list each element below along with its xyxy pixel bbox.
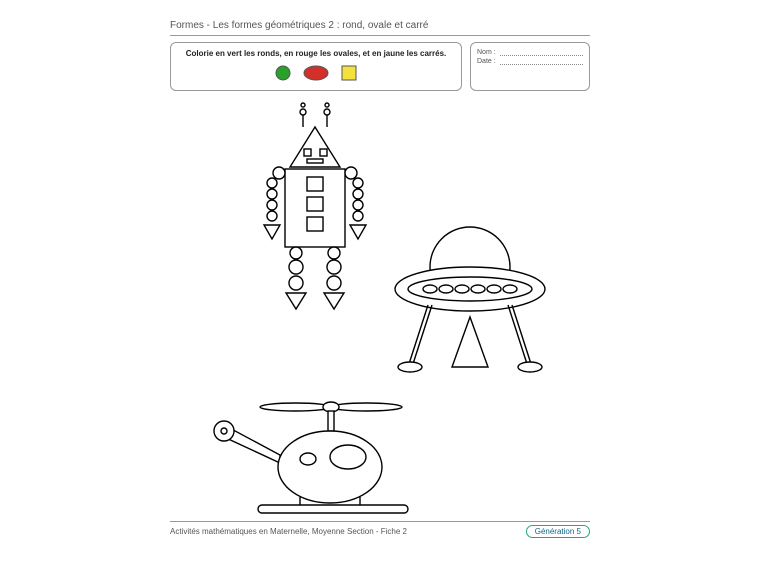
name-field[interactable]	[500, 49, 583, 56]
drawing-area	[170, 97, 590, 517]
page-title: Formes - Les formes géométriques 2 : ron…	[170, 20, 590, 36]
legend	[179, 64, 453, 82]
figures-canvas	[170, 97, 590, 517]
legend-oval-icon	[302, 64, 330, 82]
footer: Activités mathématiques en Maternelle, M…	[170, 521, 590, 538]
legend-square-icon	[340, 64, 358, 82]
name-label: Nom :	[477, 49, 496, 56]
meta-box: Nom : Date :	[470, 42, 590, 91]
footer-text: Activités mathématiques en Maternelle, M…	[170, 527, 407, 536]
instruction-box: Colorie en vert les ronds, en rouge les …	[170, 42, 462, 91]
brand-badge: Génération 5	[526, 525, 590, 538]
header: Colorie en vert les ronds, en rouge les …	[170, 42, 590, 91]
instruction-text: Colorie en vert les ronds, en rouge les …	[179, 49, 453, 58]
date-label: Date :	[477, 58, 496, 65]
date-field[interactable]	[500, 58, 583, 65]
legend-circle-icon	[274, 64, 292, 82]
